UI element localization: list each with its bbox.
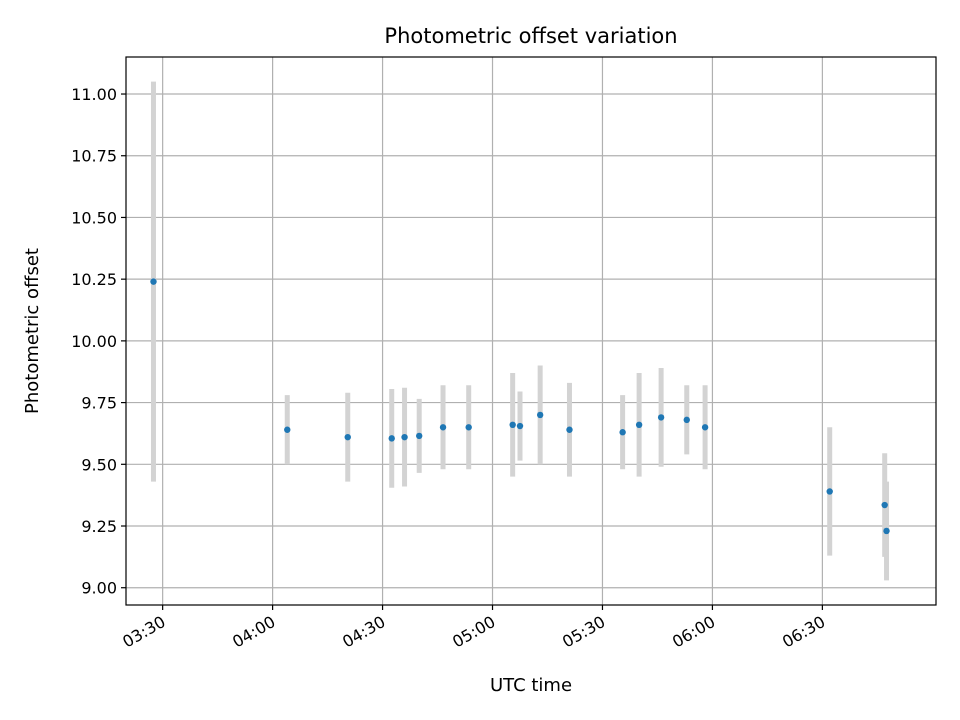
y-tick-label: 10.75 xyxy=(71,147,117,166)
data-point xyxy=(881,501,888,509)
y-tick-label: 9.50 xyxy=(81,455,117,474)
data-point xyxy=(657,414,665,421)
y-tick-label: 10.50 xyxy=(71,208,117,227)
data-point xyxy=(465,424,472,431)
data-point xyxy=(401,433,408,441)
data-point xyxy=(388,435,395,442)
y-tick-label: 9.75 xyxy=(81,394,117,413)
y-tick-label: 11.00 xyxy=(71,85,117,104)
data-point xyxy=(826,488,833,495)
data-point xyxy=(883,527,890,535)
data-point xyxy=(566,426,573,433)
data-point xyxy=(683,416,690,424)
y-tick-label: 10.25 xyxy=(71,270,117,289)
grid xyxy=(126,57,936,605)
data-point xyxy=(509,421,516,429)
data-point xyxy=(416,432,423,440)
x-axis-label: UTC time xyxy=(490,675,572,696)
y-tick-label: 9.25 xyxy=(81,517,117,536)
data-point xyxy=(635,421,643,429)
data-point xyxy=(619,429,626,436)
data-point xyxy=(536,411,544,419)
data-points xyxy=(150,278,890,535)
plot-frame xyxy=(125,56,937,606)
data-point xyxy=(150,278,157,285)
y-tick-label: 10.00 xyxy=(71,332,117,351)
y-axis: 9.00 9.25 9.50 9.75 10.00 10.25 10.50 10.75 11.0… xyxy=(71,85,126,598)
data-point xyxy=(344,433,351,441)
y-axis-label: Photometric offset xyxy=(22,248,43,414)
y-tick-label: 9.00 xyxy=(81,579,117,598)
data-point xyxy=(439,424,447,431)
data-point xyxy=(284,426,291,433)
data-point xyxy=(701,424,709,431)
chart-title: Photometric offset variation xyxy=(384,24,677,48)
data-point xyxy=(516,422,524,430)
